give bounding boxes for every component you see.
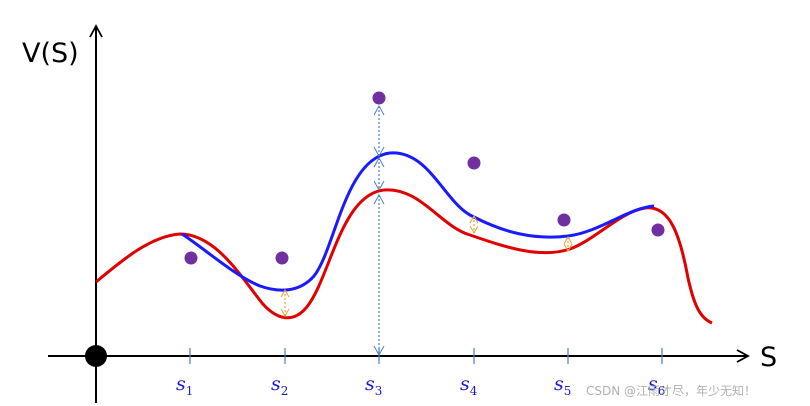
true-value-curve bbox=[95, 188, 713, 325]
target-point-s3 bbox=[372, 91, 386, 105]
error-arrows-small bbox=[280, 214, 573, 318]
tick-label-s3: s3 bbox=[365, 373, 382, 398]
target-point-s5 bbox=[557, 213, 571, 227]
y-axis-label: V(S) bbox=[22, 38, 79, 69]
target-points bbox=[184, 91, 665, 265]
tick-label-s1: s1 bbox=[176, 373, 193, 398]
target-point-s4 bbox=[467, 156, 481, 170]
origin-dot bbox=[85, 345, 107, 367]
tick-label-s4: s4 bbox=[460, 373, 478, 398]
tick-label-s2: s2 bbox=[271, 373, 288, 398]
tick-label-s5: s5 bbox=[554, 373, 571, 398]
watermark-text: CSDN @江雨才尽，年少无知！ bbox=[586, 384, 756, 398]
target-point-s2 bbox=[275, 251, 289, 265]
target-point-s1 bbox=[184, 251, 198, 265]
tick-label-s6: s6 bbox=[648, 373, 665, 398]
estimated-value-curve bbox=[181, 151, 655, 292]
x-axis-label: S bbox=[760, 342, 777, 373]
target-point-s6 bbox=[651, 223, 665, 237]
